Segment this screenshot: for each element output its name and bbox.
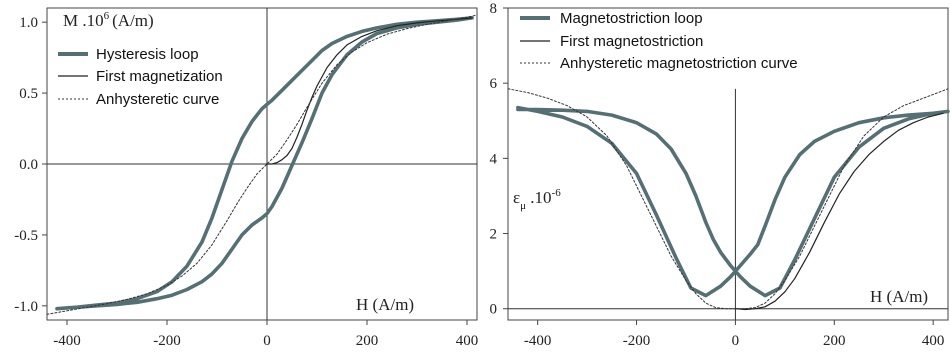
- y-tick-label: 8: [490, 1, 498, 17]
- y-tick-label: 4: [490, 151, 498, 167]
- y-tick-label: 2: [490, 227, 498, 243]
- x-tick-label: -200: [623, 333, 651, 349]
- y-tick-label: 6: [490, 76, 498, 92]
- x-tick-label: 400: [922, 333, 945, 349]
- y-axis-title: εμ .10-6: [513, 187, 561, 212]
- series-line-first-magnetization: [266, 17, 473, 165]
- legend-label-hysteresis-loop: Hysteresis loop: [96, 46, 199, 63]
- x-tick-label: -400: [53, 333, 81, 349]
- x-tick-label: 200: [356, 333, 379, 349]
- series-line-magnetostriction-loop: [516, 105, 950, 298]
- y-axis-title: M .106 (A/m): [63, 10, 154, 30]
- x-tick-label: -200: [153, 333, 181, 349]
- series-group: [46, 14, 478, 315]
- x-axis-title: H (A/m): [870, 287, 928, 306]
- y-axis-ticks: -1.0 -0.5 0.0 0.5 1.0: [14, 15, 47, 315]
- x-tick-label: 200: [823, 333, 846, 349]
- y-tick-label: 0.0: [19, 157, 38, 173]
- legend-label-first-magnetostriction: First magnetostriction: [560, 33, 703, 50]
- y-tick-label: -1.0: [14, 299, 38, 315]
- y-tick-label: -0.5: [14, 228, 38, 244]
- y-axis-ticks: 0 2 4 6 8: [490, 1, 508, 318]
- legend-label-magnetostriction-loop: Magnetostriction loop: [560, 10, 703, 27]
- series-line-anhysteretic-magnetostriction-curve: [507, 88, 949, 310]
- legend: Hysteresis loop First magnetization Anhy…: [58, 46, 223, 108]
- series-group: [507, 88, 950, 311]
- x-axis-ticks: -400 -200 0 200 400: [53, 320, 478, 349]
- hysteresis-chart: -400 -200 0 200 400 -1.0 -0.5 0.0 0.5 1.0 M .106…: [14, 7, 478, 349]
- legend-label-first-magnetization: First magnetization: [96, 68, 223, 85]
- series-line-first-magnetostriction: [734, 112, 944, 311]
- x-axis-ticks: -400 -200 0 200 400: [524, 320, 945, 349]
- y-tick-label: 1.0: [19, 15, 38, 31]
- legend-label-anhysteretic-curve: Anhysteretic curve: [96, 91, 219, 108]
- x-tick-label: 0: [732, 333, 740, 349]
- plot-frame: [507, 7, 949, 321]
- legend: Magnetostriction loop First magnetostric…: [520, 10, 798, 72]
- magnetostriction-chart: -400 -200 0 200 400 0 2 4 6 8 εμ .10-6 H (A/m) M…: [490, 1, 950, 349]
- x-tick-label: 400: [456, 333, 479, 349]
- x-axis-title: H (A/m): [356, 295, 414, 314]
- x-tick-label: -400: [524, 333, 552, 349]
- y-tick-label: 0.5: [19, 86, 38, 102]
- y-tick-label: 0: [490, 302, 498, 318]
- x-tick-label: 0: [263, 333, 271, 349]
- legend-label-anhysteretic-magnetostriction-curve: Anhysteretic magnetostriction curve: [560, 55, 798, 72]
